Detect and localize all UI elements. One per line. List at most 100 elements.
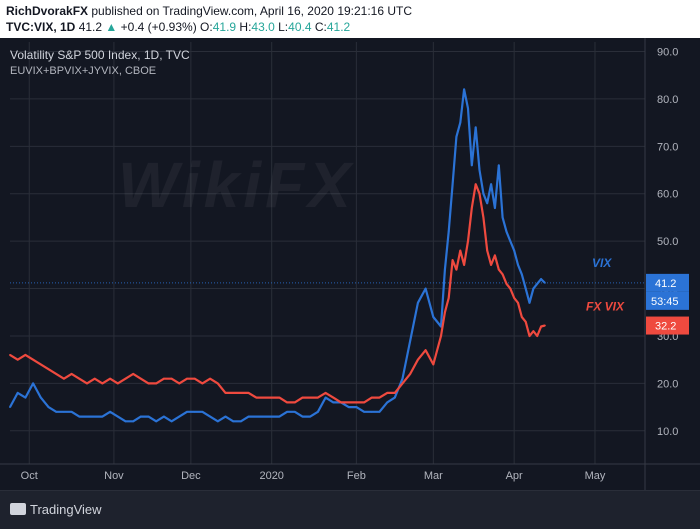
vix-data-point: [39, 396, 42, 399]
vix-data-point: [224, 415, 227, 418]
vix-data-point: [536, 282, 539, 285]
price-change: +0.4 (+0.93%): [120, 20, 197, 34]
vix-data-point: [70, 410, 73, 413]
vix-data-point: [247, 415, 250, 418]
vix-data-point: [528, 301, 531, 304]
x-tick-label: Apr: [506, 470, 523, 482]
fx-vix-data-point: [528, 335, 531, 337]
vix-data-point: [163, 415, 165, 418]
price-chart[interactable]: 10.020.030.040.050.060.070.080.090.0OctN…: [0, 38, 700, 490]
fx-vix-data-point: [193, 377, 196, 380]
vix-data-point: [101, 415, 104, 418]
fx-vix-data-point: [155, 382, 158, 385]
fx-vix-data-point: [509, 287, 512, 290]
vix-data-point: [286, 410, 288, 413]
fx-vix-data-point: [178, 382, 181, 385]
low-label: L:: [278, 20, 289, 34]
vix-data-point: [193, 410, 196, 413]
vix-data-point: [62, 410, 65, 413]
vix-data-point: [278, 415, 281, 418]
vix-data-point: [497, 164, 500, 167]
fx-vix-data-point: [132, 373, 135, 375]
vix-data-point: [324, 396, 327, 399]
fx-vix-data-point: [470, 207, 473, 209]
vix-data-point: [355, 406, 358, 409]
last-price: 41.2: [78, 20, 103, 34]
vix-data-point: [505, 230, 508, 233]
fx-vix-data-point: [478, 192, 481, 195]
vix-data-point: [16, 391, 19, 394]
fx-vix-data-point: [536, 335, 539, 337]
vix-data-point: [432, 316, 435, 318]
fx-vix-data-point: [62, 377, 65, 380]
chart-area[interactable]: WikiFX 10.020.030.040.050.060.070.080.09…: [0, 38, 700, 490]
fx-vix-data-point: [451, 259, 454, 262]
fx-vix-data-point: [424, 349, 427, 352]
fx-vix-data-point: [443, 311, 446, 314]
vix-data-point: [78, 415, 81, 418]
x-tick-label: 2020: [259, 470, 283, 482]
vix-data-point: [501, 216, 504, 219]
fx-vix-data-point: [482, 216, 485, 219]
fx-vix-series-line: [9, 183, 546, 404]
vix-data-point: [463, 88, 466, 91]
vix-data-point: [451, 183, 454, 186]
fx-vix-data-point: [278, 396, 281, 399]
vix-data-point: [9, 406, 11, 409]
author-name[interactable]: RichDvorakFX: [6, 4, 89, 18]
fx-vix-data-point: [39, 363, 42, 366]
vix-data-point: [309, 415, 312, 418]
fx-vix-data-point: [440, 335, 442, 337]
x-tick-label: Oct: [21, 470, 38, 482]
vix-data-point: [517, 263, 519, 266]
fx-vix-data-point: [393, 391, 396, 394]
fx-vix-series-label: FX VIX: [586, 299, 625, 313]
fx-vix-data-point: [101, 382, 104, 385]
fx-vix-data-point: [55, 373, 58, 375]
vix-data-point: [494, 207, 496, 209]
fx-vix-data-point: [401, 382, 404, 385]
vix-countdown-tag: [646, 291, 689, 310]
ohlc-line: TVC:VIX, 1D 41.2 ▲ +0.4 (+0.93%) O:41.9 …: [6, 20, 350, 34]
open-label: O:: [200, 20, 213, 34]
vix-data-point: [55, 410, 58, 413]
up-arrow-icon: ▲: [105, 20, 118, 34]
fx-vix-data-point: [513, 297, 516, 299]
vix-data-point: [240, 420, 242, 423]
fx-vix-data-point: [459, 249, 462, 252]
fx-vix-data-point: [163, 377, 165, 380]
close-value: 41.2: [326, 20, 351, 34]
vix-data-point: [455, 135, 458, 138]
vix-data-point: [170, 420, 173, 423]
fx-vix-data-point: [409, 373, 412, 375]
vix-data-point: [147, 415, 150, 418]
fx-vix-data-point: [517, 301, 519, 304]
fx-vix-data-point: [70, 373, 73, 375]
vix-data-point: [178, 415, 181, 418]
x-tick-label: Feb: [347, 470, 366, 482]
fx-vix-data-point: [316, 396, 319, 399]
vix-data-point: [482, 192, 485, 195]
fx-vix-data-point: [9, 354, 11, 356]
vix-data-point: [424, 287, 427, 290]
vix-data-point: [301, 415, 304, 418]
fx-vix-data-point: [263, 396, 265, 399]
tradingview-logo[interactable]: TradingView: [10, 502, 102, 517]
vix-data-point: [270, 415, 273, 418]
fx-vix-data-point: [139, 377, 142, 380]
fx-vix-data-point: [186, 377, 188, 380]
vix-data-point: [332, 401, 335, 404]
vix-data-point: [347, 406, 350, 409]
fx-vix-data-point: [286, 401, 288, 404]
vix-data-point: [216, 420, 219, 423]
vix-data-point: [255, 415, 258, 418]
vix-data-point: [93, 415, 96, 418]
symbol-label: TVC:VIX, 1D: [6, 20, 76, 34]
fx-vix-data-point: [209, 377, 212, 380]
fx-vix-data-point: [216, 382, 219, 385]
x-tick-label: Dec: [181, 470, 201, 482]
footer-bar: TradingView: [0, 490, 700, 529]
fx-vix-data-point: [332, 396, 335, 399]
y-tick-label: 10.0: [657, 426, 678, 438]
vix-data-point: [393, 396, 396, 399]
